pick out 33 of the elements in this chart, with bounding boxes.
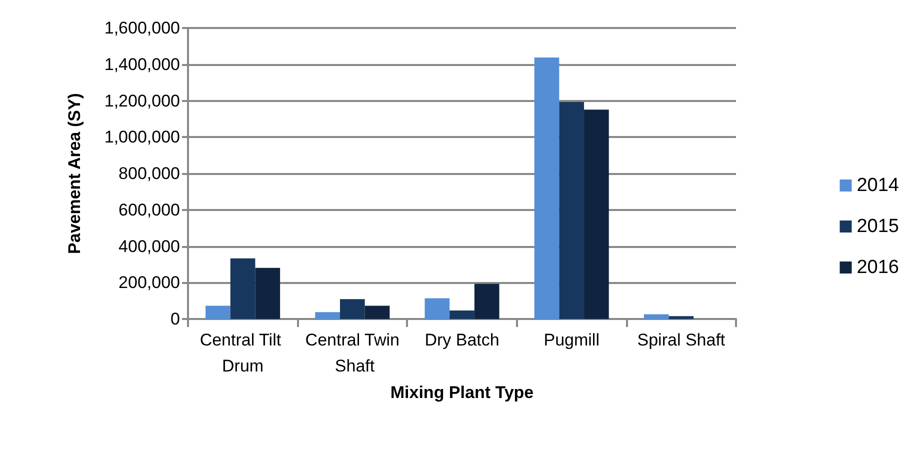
x-tick-label: Dry Batch bbox=[424, 330, 500, 350]
bar bbox=[230, 258, 256, 319]
x-tick-label: Spiral Shaft bbox=[637, 330, 726, 350]
y-tick-label: 400,000 bbox=[118, 236, 180, 256]
y-tick-label: 1,400,000 bbox=[104, 54, 180, 74]
x-tick-label: Central Tilt Drum bbox=[200, 330, 286, 376]
x-tick-label: Pugmill bbox=[544, 330, 600, 350]
y-tick-label: 1,000,000 bbox=[104, 128, 180, 147]
bar bbox=[644, 314, 669, 319]
legend-label: 2016 bbox=[856, 257, 900, 278]
bar bbox=[206, 306, 230, 319]
bar bbox=[424, 298, 450, 319]
bar bbox=[584, 110, 609, 319]
y-tick-label: 200,000 bbox=[118, 273, 180, 292]
bar bbox=[315, 312, 340, 319]
bar bbox=[450, 310, 474, 319]
y-tick-label: 600,000 bbox=[118, 200, 180, 220]
bar bbox=[559, 102, 584, 319]
bar bbox=[340, 299, 365, 319]
legend-label: 2014 bbox=[856, 175, 900, 196]
bar bbox=[255, 268, 280, 319]
bar bbox=[364, 306, 390, 319]
x-tick-label: Central Twin Shaft bbox=[305, 330, 400, 376]
legend-label: 2015 bbox=[856, 216, 900, 237]
y-tick-label: 1,200,000 bbox=[104, 91, 180, 110]
y-tick-label: 1,600,000 bbox=[104, 18, 180, 38]
bar bbox=[474, 284, 500, 319]
bar bbox=[534, 57, 560, 319]
y-tick-label: 800,000 bbox=[118, 164, 180, 183]
bar bbox=[668, 316, 694, 319]
x-axis-title: Mixing Plant Type bbox=[390, 382, 534, 402]
y-axis-title: Pavement Area (SY) bbox=[65, 93, 84, 254]
y-tick-label: 0 bbox=[170, 310, 180, 328]
